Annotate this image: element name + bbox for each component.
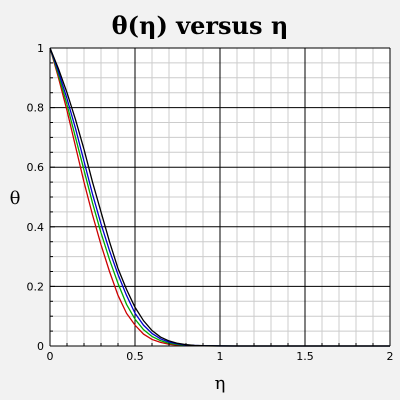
y-tick-label: 0 <box>37 340 44 353</box>
x-tick-label: 0 <box>47 350 54 363</box>
y-tick-label: 0.4 <box>27 221 45 234</box>
y-tick-label: 0.2 <box>27 280 45 293</box>
y-tick-label: 1 <box>37 42 44 55</box>
x-tick-label: 0.5 <box>126 350 144 363</box>
y-axis-label: θ <box>10 188 21 209</box>
chart-axes: 0 0.5 1 1.5 2 0 0.2 0.4 0.6 0.8 1 <box>27 42 394 363</box>
x-axis-label: η <box>215 373 226 394</box>
x-tick-label: 2 <box>387 350 394 363</box>
x-tick-label: 1.5 <box>296 350 314 363</box>
y-tick-label: 0.8 <box>27 102 45 115</box>
x-tick-label: 1 <box>217 350 224 363</box>
chart-title: θ(η) versus η <box>112 11 289 40</box>
y-tick-label: 0.6 <box>27 161 45 174</box>
chart-grid <box>50 47 391 346</box>
